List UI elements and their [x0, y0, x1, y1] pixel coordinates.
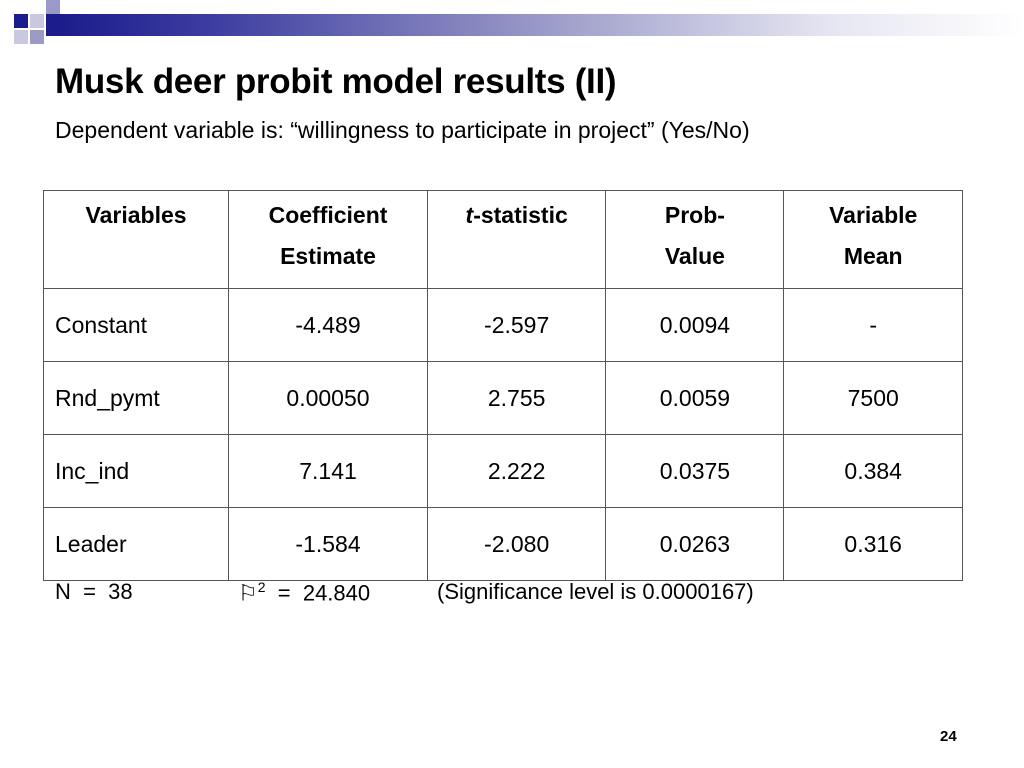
header-mean-line1: Variable — [829, 202, 918, 228]
header-mean-line2: Mean — [843, 243, 903, 269]
cell-variable: Inc_ind — [42, 434, 230, 508]
cell-p-value: 0.0375 — [605, 434, 785, 508]
header-t-italic: t — [465, 202, 474, 228]
cell-variable: Leader — [42, 507, 230, 581]
header-prob-value: Prob- Value — [605, 190, 785, 289]
page-number: 24 — [940, 728, 957, 745]
header-t-rest: -statistic — [473, 202, 568, 228]
cell-variable: Rnd_pymt — [42, 361, 230, 435]
header-variables-label: Variables — [85, 202, 187, 228]
cell-p-value: 0.0059 — [605, 361, 785, 435]
header-prob-line2: Value — [664, 243, 725, 269]
chi-square-symbol: ⚐ — [238, 580, 258, 606]
banner-square — [14, 14, 28, 28]
banner-square — [30, 14, 44, 28]
cell-t-statistic: 2.755 — [426, 361, 607, 435]
header-prob-line1: Prob- — [664, 202, 725, 228]
header-coefficient: Coefficient Estimate — [228, 190, 428, 289]
table-row: Inc_ind 7.141 2.222 0.0375 0.384 — [42, 434, 963, 508]
banner-square — [30, 30, 44, 44]
table-row: Rnd_pymt 0.00050 2.755 0.0059 7500 — [42, 361, 963, 435]
header-coefficient-line2: Estimate — [280, 243, 376, 269]
header-banner — [0, 0, 1024, 48]
chi-square-statistic: ⚐2 = 24.840 — [238, 579, 370, 606]
header-variable-mean: Variable Mean — [783, 190, 963, 289]
header-coefficient-line1: Coefficient — [268, 202, 388, 228]
cell-coefficient: -4.489 — [228, 288, 428, 362]
cell-variable: Constant — [42, 288, 230, 362]
chi-square-superscript: 2 — [257, 579, 266, 595]
cell-mean: 0.384 — [783, 434, 963, 508]
sample-size: N = 38 — [55, 579, 133, 604]
banner-square — [46, 0, 60, 14]
cell-p-value: 0.0094 — [605, 288, 785, 362]
banner-square — [46, 14, 60, 36]
significance-note: (Significance level is 0.0000167) — [437, 579, 754, 604]
cell-mean: - — [783, 288, 963, 362]
slide-subtitle: Dependent variable is: “willingness to p… — [55, 117, 750, 143]
cell-coefficient: 7.141 — [228, 434, 428, 508]
cell-mean: 0.316 — [783, 507, 963, 581]
slide-title: Musk deer probit model results (II) — [55, 62, 617, 101]
cell-mean: 7500 — [783, 361, 963, 435]
banner-gradient-bar — [60, 14, 1024, 36]
cell-coefficient: -1.584 — [228, 507, 428, 581]
cell-coefficient: 0.00050 — [228, 361, 428, 435]
results-table: Variables Coefficient Estimate t-statist… — [42, 190, 963, 581]
table-header-row: Variables Coefficient Estimate t-statist… — [42, 190, 963, 289]
cell-t-statistic: 2.222 — [426, 434, 607, 508]
header-t-statistic: t-statistic — [426, 190, 607, 289]
banner-square — [14, 30, 28, 44]
chi-square-value: = 24.840 — [265, 580, 371, 606]
header-variables: Variables — [42, 190, 230, 289]
table-row: Constant -4.489 -2.597 0.0094 - — [42, 288, 963, 362]
cell-t-statistic: -2.080 — [426, 507, 607, 581]
cell-t-statistic: -2.597 — [426, 288, 607, 362]
table-row: Leader -1.584 -2.080 0.0263 0.316 — [42, 507, 963, 581]
cell-p-value: 0.0263 — [605, 507, 785, 581]
